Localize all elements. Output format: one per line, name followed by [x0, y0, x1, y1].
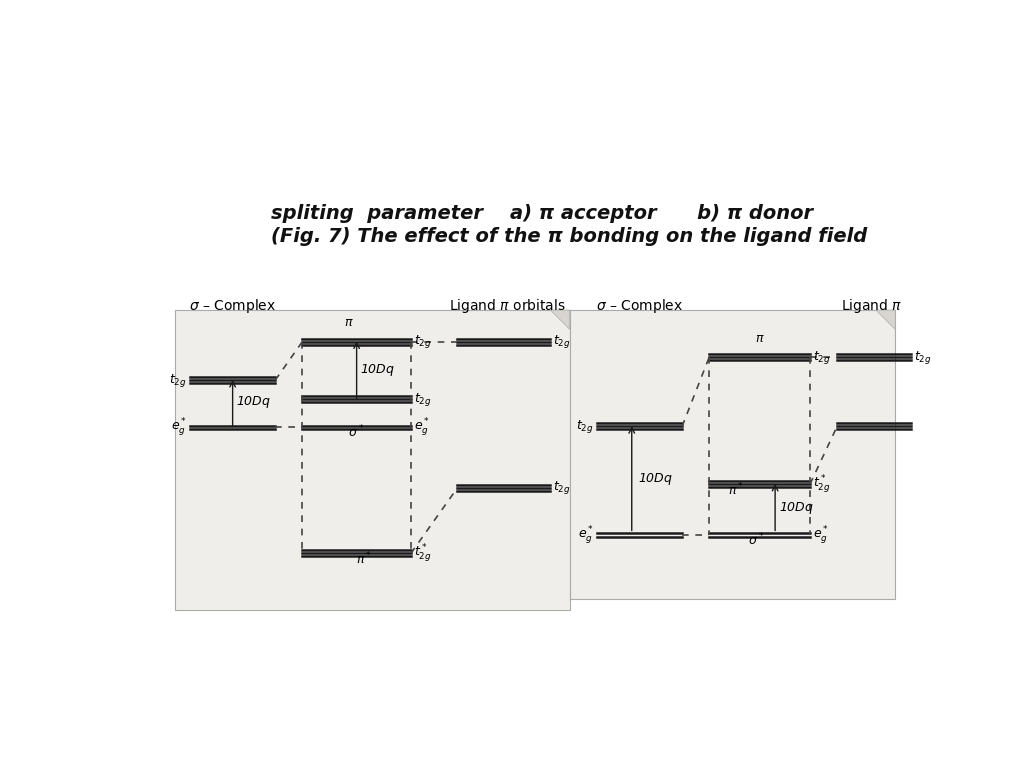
Text: $\sigma^*$: $\sigma^*$	[348, 424, 365, 440]
Text: $t_{2g}$: $t_{2g}$	[554, 333, 571, 350]
Text: $e_g^*$: $e_g^*$	[578, 525, 594, 546]
Text: $t_{2g}$: $t_{2g}$	[414, 333, 432, 350]
Text: $t_{2g}^*$: $t_{2g}^*$	[414, 542, 432, 564]
Text: 10$Dq$: 10$Dq$	[237, 395, 271, 410]
Text: 10$Dq$: 10$Dq$	[360, 362, 395, 378]
Text: $t_{2g}^*$: $t_{2g}^*$	[813, 473, 830, 495]
Text: $\pi^*$: $\pi^*$	[356, 551, 373, 568]
Text: $e_g^*$: $e_g^*$	[171, 416, 187, 439]
Text: Ligand $\pi$: Ligand $\pi$	[842, 297, 903, 315]
Bar	[174, 310, 569, 611]
Text: $t_{2g}$: $t_{2g}$	[554, 479, 571, 496]
Text: $\pi$: $\pi$	[344, 316, 353, 329]
Text: $e_g^*$: $e_g^*$	[414, 416, 430, 439]
Text: (Fig. 7) The effect of the π bonding on the ligand field: (Fig. 7) The effect of the π bonding on …	[271, 227, 867, 247]
Text: 10$Dq$: 10$Dq$	[779, 500, 814, 516]
Text: Ligand $\pi$ orbitals: Ligand $\pi$ orbitals	[450, 297, 566, 315]
Polygon shape	[550, 310, 569, 329]
Text: $t_{2g}$: $t_{2g}$	[913, 349, 932, 366]
Text: spliting  parameter    a) π acceptor      b) π donor: spliting parameter a) π acceptor b) π do…	[271, 204, 813, 223]
Polygon shape	[876, 310, 895, 329]
Text: $\pi$: $\pi$	[755, 332, 765, 345]
Text: 10$Dq$: 10$Dq$	[638, 472, 673, 488]
Text: $\sigma$ – Complex: $\sigma$ – Complex	[189, 297, 276, 315]
Text: $t_{2g}$: $t_{2g}$	[577, 418, 594, 435]
Bar	[569, 310, 895, 599]
Text: $\sigma^*$: $\sigma^*$	[748, 531, 764, 548]
Text: $\sigma$ – Complex: $\sigma$ – Complex	[596, 297, 683, 315]
Text: $t_{2g}$: $t_{2g}$	[414, 391, 432, 408]
Text: $e_g^*$: $e_g^*$	[813, 525, 829, 546]
Text: $\pi^*$: $\pi^*$	[728, 482, 744, 498]
Text: $t_{2g}$: $t_{2g}$	[813, 349, 830, 366]
Text: $t_{2g}$: $t_{2g}$	[169, 372, 187, 389]
